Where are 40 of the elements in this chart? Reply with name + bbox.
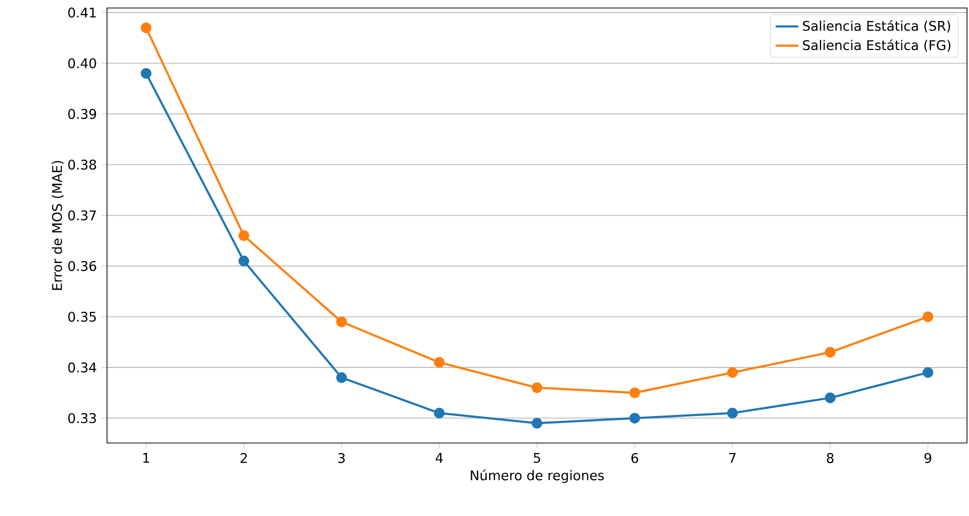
y-tick-label: 0.41 — [68, 8, 96, 18]
point — [824, 346, 836, 358]
point — [434, 408, 445, 418]
x-tick-label: 5 — [534, 453, 540, 463]
x-tick-label: 4 — [436, 453, 443, 463]
point — [727, 408, 738, 418]
x-tick-label: 9 — [924, 453, 932, 464]
y-tick-label: 0.38 — [68, 160, 96, 170]
x-tick-label: 8 — [826, 453, 834, 464]
point — [629, 387, 640, 398]
point — [629, 412, 640, 424]
point — [532, 382, 542, 394]
y-tick-label: 0.35 — [68, 312, 96, 322]
point — [532, 418, 542, 429]
point — [336, 372, 347, 383]
y-tick-label: 0.39 — [68, 108, 96, 119]
point — [336, 316, 347, 328]
point — [727, 367, 738, 378]
point — [922, 367, 934, 378]
x-tick-label: 2 — [240, 453, 247, 463]
x-tick-label: 6 — [631, 453, 638, 464]
y-tick-label: 0.40 — [68, 58, 96, 68]
point — [434, 357, 445, 368]
point — [238, 230, 250, 241]
point — [922, 311, 934, 322]
point — [824, 392, 836, 404]
x-tick-label: 1 — [143, 453, 150, 463]
y-tick-label: 0.37 — [68, 210, 96, 220]
x-tick-label: 3 — [338, 453, 345, 464]
point — [140, 68, 152, 79]
y-tick-label: 0.33 — [68, 413, 96, 424]
legend-label: Saliencia Estática (FG) — [802, 39, 950, 52]
point — [238, 256, 250, 266]
x-tick-label: 7 — [729, 453, 736, 463]
y-tick-label: 0.34 — [68, 362, 96, 372]
point — [140, 22, 152, 34]
x-axis-title: Número de regiones — [470, 470, 604, 483]
y-axis-title: Error de MOS (MAE) — [52, 160, 64, 290]
legend-label: Saliencia Estática (SR) — [802, 20, 950, 32]
y-tick-label: 0.36 — [68, 261, 96, 272]
